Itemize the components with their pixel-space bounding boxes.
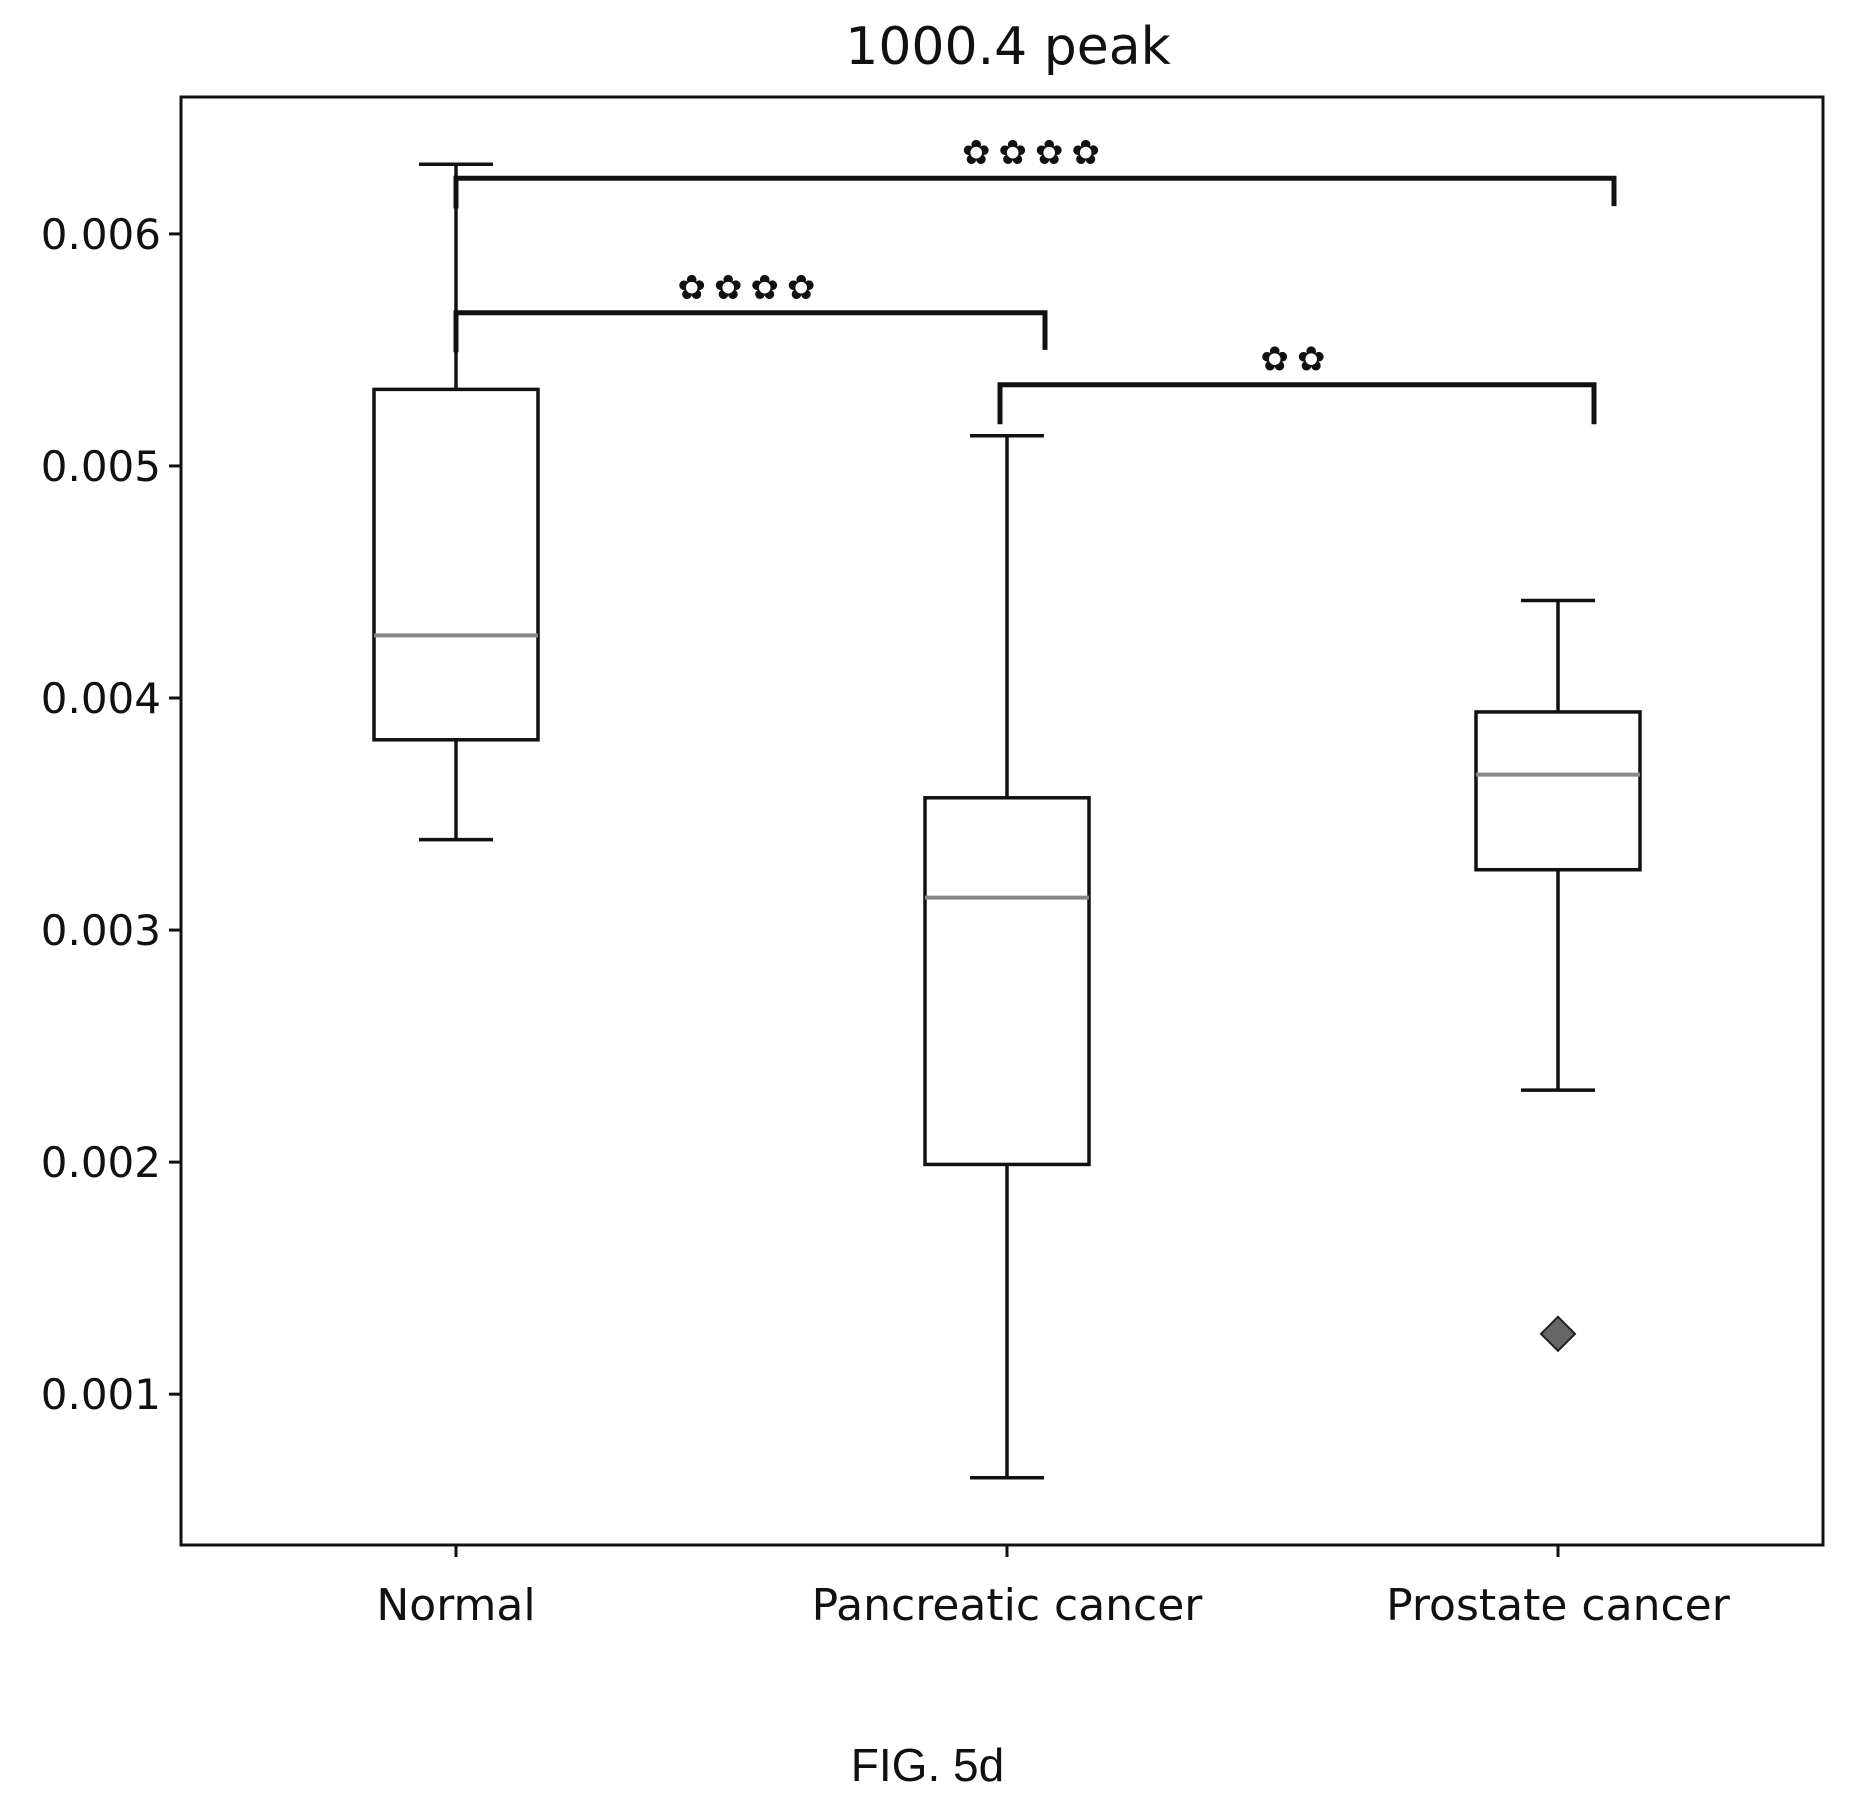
box-iqr bbox=[923, 796, 1091, 1167]
box-3 bbox=[1474, 598, 1642, 1353]
significance-bracket: ✿✿ bbox=[997, 340, 1597, 425]
bracket-line bbox=[453, 175, 1617, 209]
box-1 bbox=[372, 162, 540, 842]
y-tick-label: 0.006 bbox=[41, 210, 161, 259]
box-2 bbox=[923, 434, 1091, 1480]
significance-bracket: ✿✿✿✿ bbox=[453, 133, 1617, 209]
significance-label: ✿✿✿✿ bbox=[962, 133, 1108, 173]
y-tick-label: 0.002 bbox=[41, 1138, 161, 1187]
y-tick-label: 0.003 bbox=[41, 906, 161, 955]
chart-title: 1000.4 peak bbox=[845, 17, 1170, 77]
bracket-line bbox=[453, 310, 1048, 353]
plot-frame bbox=[179, 95, 1825, 1547]
significance-brackets: ✿✿✿✿✿✿✿✿✿✿ bbox=[453, 133, 1617, 425]
significance-label: ✿✿ bbox=[1261, 340, 1334, 380]
box-iqr bbox=[1474, 710, 1642, 872]
x-tick-label: Pancreatic cancer bbox=[812, 1580, 1204, 1631]
figure-caption: FIG. 5d bbox=[850, 1739, 1005, 1791]
outlier-point bbox=[1539, 1315, 1577, 1353]
y-axis: 0.001 0.002 0.003 0.004 0.005 0.006 bbox=[41, 210, 181, 1419]
y-tick-label: 0.005 bbox=[41, 442, 161, 491]
boxes-group bbox=[372, 162, 1642, 1480]
significance-bracket: ✿✿✿✿ bbox=[453, 268, 1048, 353]
x-tick-label: Prostate cancer bbox=[1386, 1580, 1731, 1631]
x-tick-label: Normal bbox=[376, 1580, 535, 1631]
x-axis: Normal Pancreatic cancer Prostate cancer bbox=[376, 1545, 1731, 1631]
significance-label: ✿✿✿✿ bbox=[678, 268, 824, 308]
box-iqr bbox=[372, 387, 540, 742]
bracket-line bbox=[997, 382, 1597, 425]
y-tick-label: 0.001 bbox=[41, 1370, 161, 1419]
y-tick-label: 0.004 bbox=[41, 674, 161, 723]
